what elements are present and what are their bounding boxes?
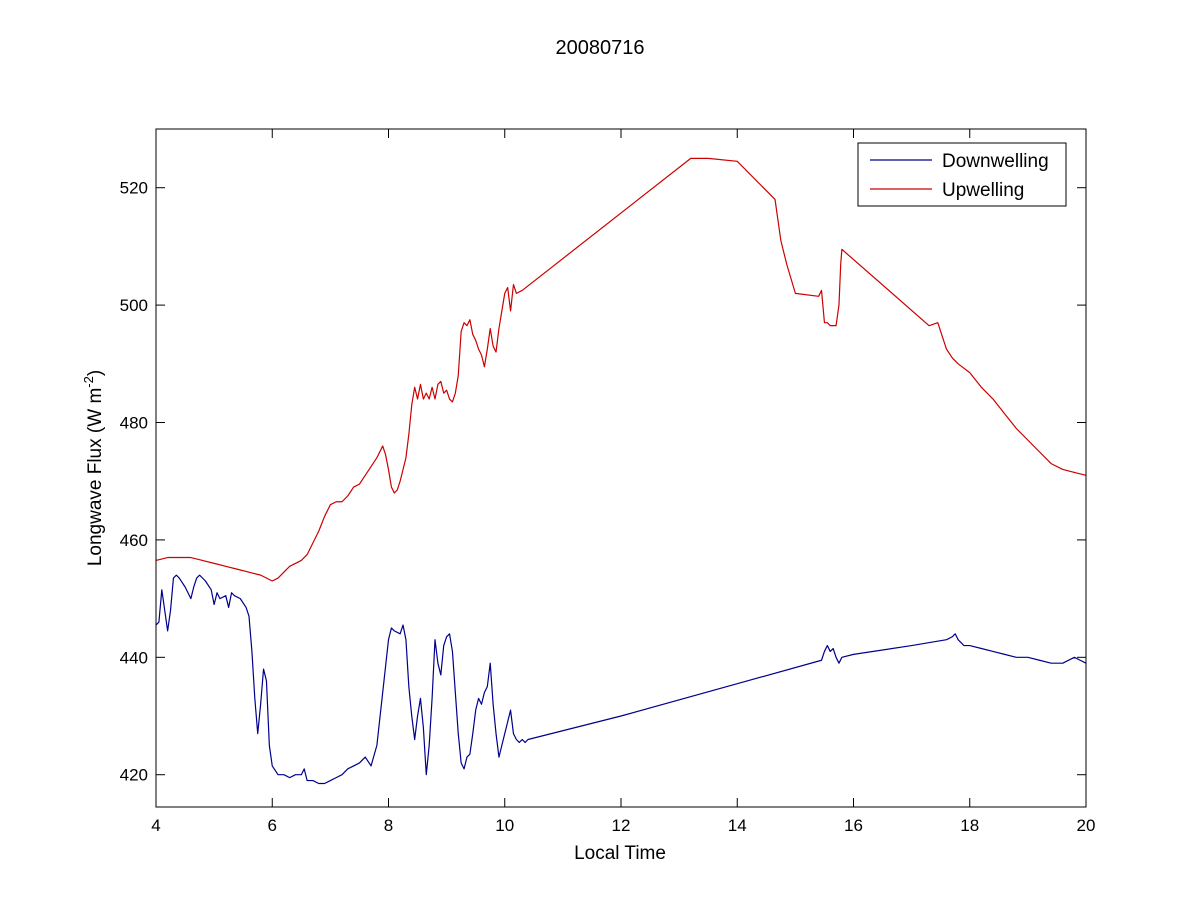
x-tick-label: 6 <box>268 816 277 835</box>
x-tick-label: 14 <box>728 816 747 835</box>
y-axis-label-superscript: -2 <box>81 376 96 388</box>
series-layer <box>155 157 1087 785</box>
y-tick-label: 440 <box>120 648 148 667</box>
legend-label-upwelling: Upwelling <box>942 180 1024 201</box>
y-axis-label-tail: ) <box>85 370 106 376</box>
chart-title: 20080716 <box>556 37 645 59</box>
legend-label-downwelling: Downwelling <box>942 151 1049 172</box>
x-tick-label: 20 <box>1077 816 1096 835</box>
x-tick-label: 10 <box>495 816 514 835</box>
x-tick-label: 8 <box>384 816 393 835</box>
y-axis-label: Longwave Flux (W m-2) <box>81 370 106 566</box>
plot-background <box>156 129 1086 807</box>
plot-area: 4 6 8 10 12 14 16 18 20 420 440 460 480 500 520 <box>120 128 1096 835</box>
y-axis-label-main: Longwave Flux (W m <box>85 388 106 566</box>
y-tick-label: 460 <box>120 531 148 550</box>
x-tick-label: 18 <box>960 816 979 835</box>
x-tick-label: 4 <box>151 816 160 835</box>
x-tick-label: 16 <box>844 816 863 835</box>
x-tick-label: 12 <box>612 816 631 835</box>
y-tick-label: 420 <box>120 766 148 785</box>
ticks-layer: 4 6 8 10 12 14 16 18 20 420 440 460 480 500 520 <box>120 129 1096 835</box>
legend: Downwelling Upwelling <box>857 142 1067 207</box>
series-line-downwelling <box>155 574 1087 785</box>
x-axis-label: Local Time <box>574 843 666 864</box>
y-tick-label: 500 <box>120 296 148 315</box>
y-tick-label: 520 <box>120 179 148 198</box>
y-tick-label: 480 <box>120 414 148 433</box>
legend-box <box>857 142 1067 207</box>
series-line-upwelling <box>155 157 1087 582</box>
